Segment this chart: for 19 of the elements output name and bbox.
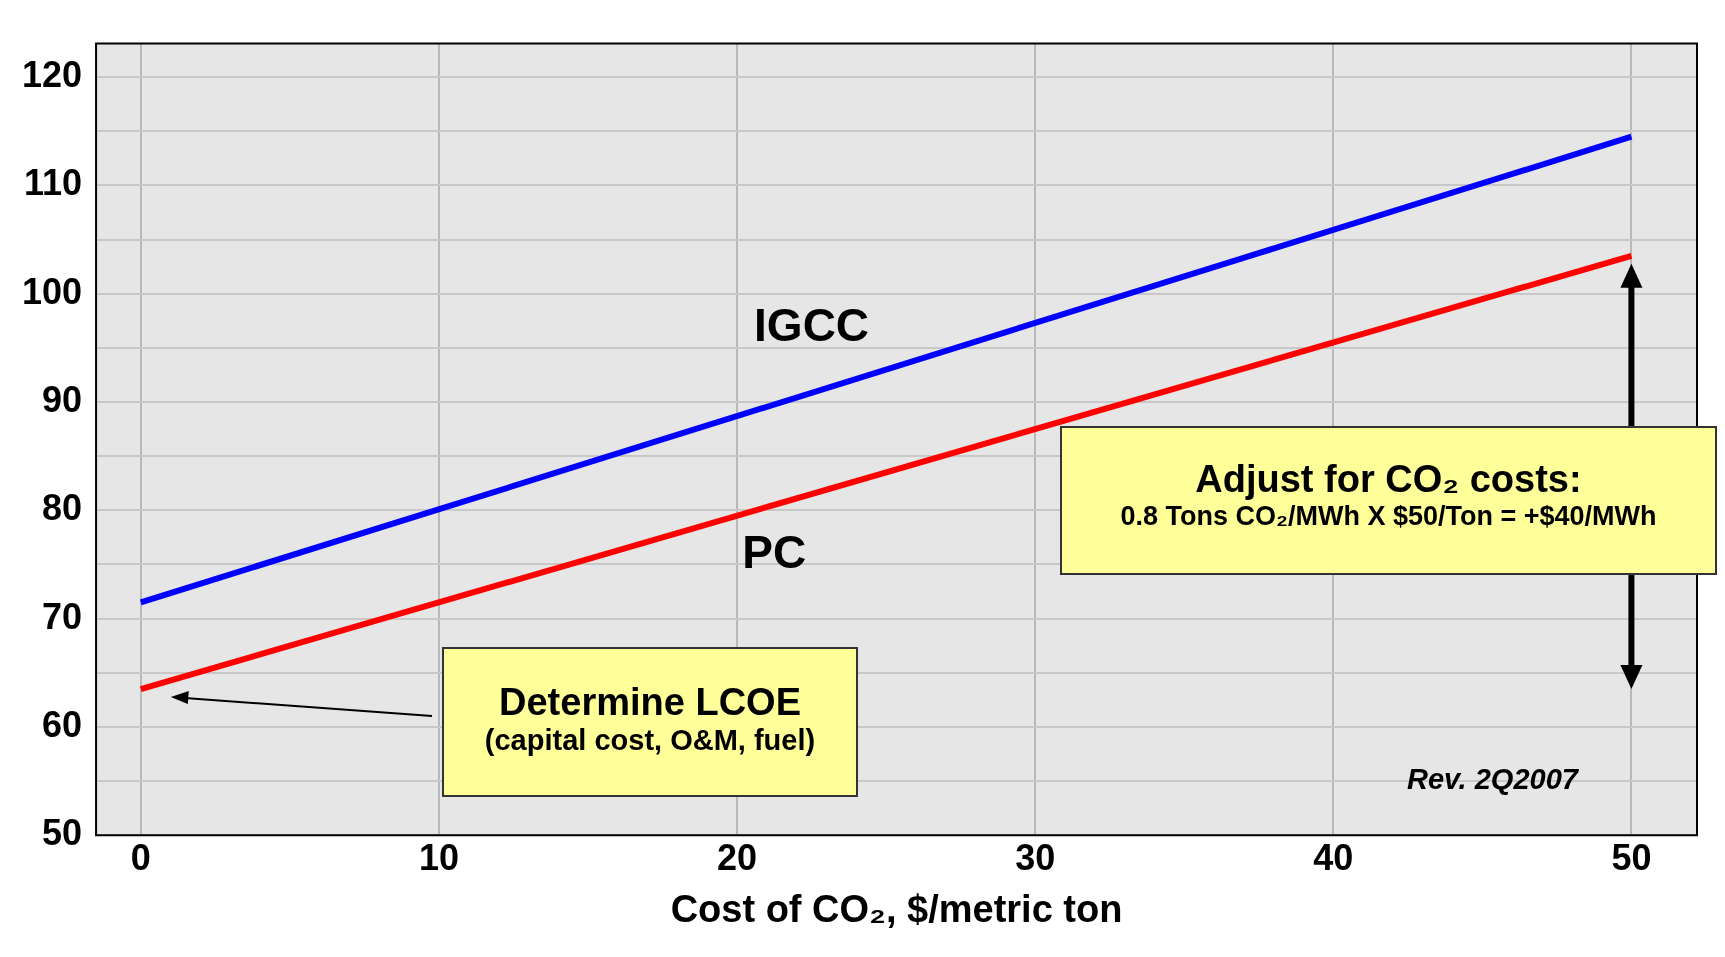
x-tick-label: 20 bbox=[717, 836, 758, 878]
series-label: PC bbox=[742, 526, 807, 579]
y-tick-label: 120 bbox=[21, 54, 83, 96]
annotation: Rev. 2Q2007 bbox=[1407, 763, 1578, 797]
x-tick-label: 30 bbox=[1015, 836, 1056, 878]
y-tick-label: 90 bbox=[42, 378, 83, 420]
x-tick-label: 10 bbox=[418, 836, 459, 878]
y-tick-label: 60 bbox=[42, 703, 83, 745]
x-tick-label: 40 bbox=[1313, 836, 1354, 878]
y-tick-label: 80 bbox=[42, 487, 83, 529]
x-tick-label: 0 bbox=[130, 836, 151, 878]
x-tick-label: 50 bbox=[1611, 836, 1652, 878]
series-label: IGCC bbox=[754, 299, 870, 352]
annotation: Determine LCOE (capital cost, O&M, fuel) bbox=[483, 681, 817, 757]
annotation: Adjust for CO₂ costs: 0.8 Tons CO₂/MWh X $50/Ton = +$40/MWh bbox=[1119, 458, 1658, 532]
y-tick-label: 110 bbox=[23, 162, 83, 204]
y-tick-label: 100 bbox=[21, 270, 83, 312]
y-tick-label: 70 bbox=[42, 595, 83, 637]
x-axis-title: Cost of CO₂, $/metric ton bbox=[670, 887, 1123, 930]
